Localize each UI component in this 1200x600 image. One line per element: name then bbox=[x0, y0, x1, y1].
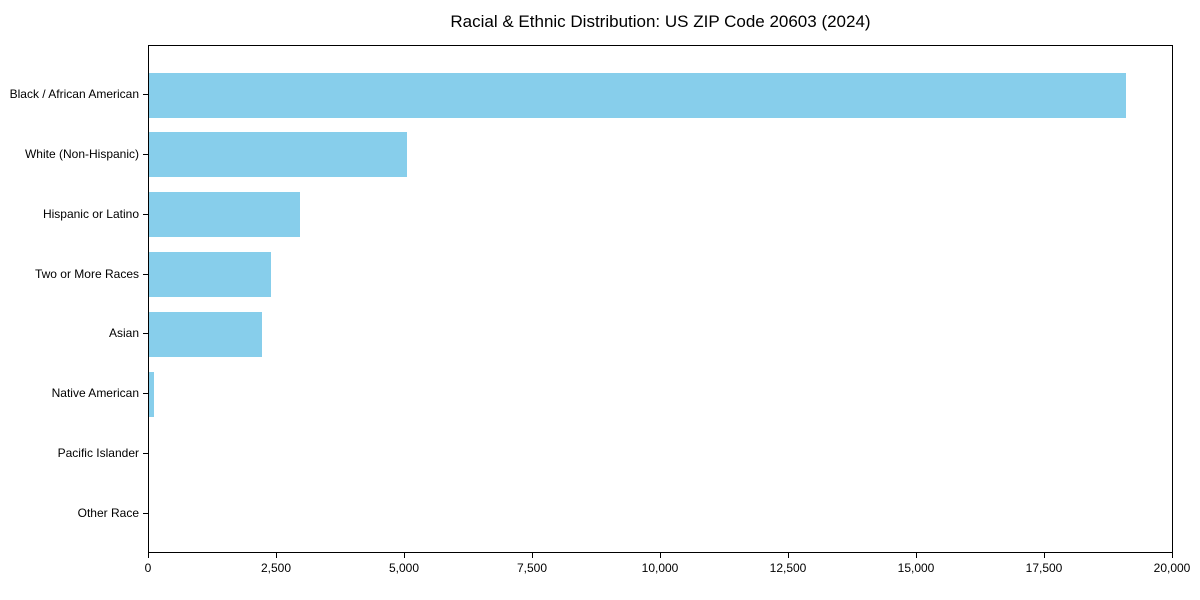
y-tick-label: White (Non-Hispanic) bbox=[24, 147, 139, 161]
x-tick-mark bbox=[916, 553, 917, 558]
x-tick-mark bbox=[148, 553, 149, 558]
x-tick-label: 12,500 bbox=[769, 561, 807, 575]
x-tick-label: 5,000 bbox=[388, 561, 420, 575]
x-tick-mark bbox=[1172, 553, 1173, 558]
bar bbox=[149, 72, 1126, 118]
bar bbox=[149, 371, 154, 417]
y-tick-mark bbox=[143, 393, 148, 394]
x-tick-label: 20,000 bbox=[1153, 561, 1191, 575]
y-tick-label: Asian bbox=[108, 326, 139, 340]
chart-title: Racial & Ethnic Distribution: US ZIP Cod… bbox=[450, 12, 871, 31]
bar bbox=[149, 192, 300, 238]
x-tick-label: 2,500 bbox=[260, 561, 292, 575]
x-tick-label: 0 bbox=[144, 561, 152, 575]
x-tick-mark bbox=[660, 553, 661, 558]
x-tick-label: 15,000 bbox=[897, 561, 935, 575]
x-tick-label: 17,500 bbox=[1025, 561, 1063, 575]
y-tick-mark bbox=[143, 453, 148, 454]
bar bbox=[149, 252, 271, 298]
y-tick-mark bbox=[143, 274, 148, 275]
y-tick-label: Pacific Islander bbox=[57, 446, 139, 460]
y-tick-label: Two or More Races bbox=[34, 267, 139, 281]
y-tick-label: Other Race bbox=[77, 506, 139, 520]
y-tick-label: Native American bbox=[51, 386, 139, 400]
x-tick-mark bbox=[1044, 553, 1045, 558]
plot-area bbox=[148, 45, 1173, 553]
bar bbox=[149, 311, 262, 357]
x-tick-mark bbox=[532, 553, 533, 558]
x-tick-label: 7,500 bbox=[516, 561, 548, 575]
y-tick-mark bbox=[143, 513, 148, 514]
y-tick-mark bbox=[143, 154, 148, 155]
x-tick-mark bbox=[404, 553, 405, 558]
x-tick-mark bbox=[276, 553, 277, 558]
y-tick-label: Hispanic or Latino bbox=[42, 207, 139, 221]
x-tick-label: 10,000 bbox=[641, 561, 679, 575]
y-tick-mark bbox=[143, 214, 148, 215]
y-tick-mark bbox=[143, 333, 148, 334]
y-tick-label: Black / African American bbox=[9, 87, 139, 101]
bar bbox=[149, 132, 407, 178]
x-tick-mark bbox=[788, 553, 789, 558]
y-tick-mark bbox=[143, 94, 148, 95]
